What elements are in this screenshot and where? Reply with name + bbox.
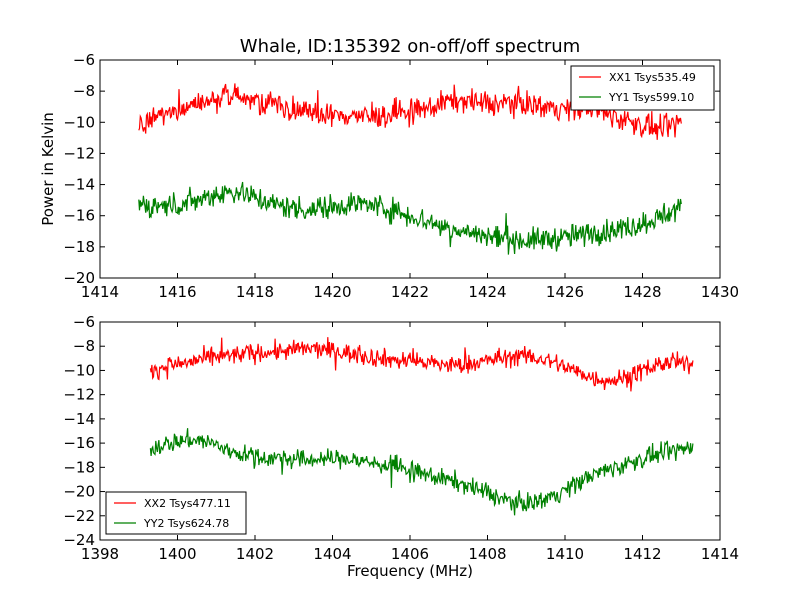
legend-entry: XX1 Tsys535.49: [609, 71, 696, 84]
y-tick-label: −16: [63, 434, 95, 452]
x-tick-label: 1422: [391, 283, 429, 301]
y-tick-label: −18: [63, 458, 95, 476]
x-tick-label: 1416: [158, 283, 196, 301]
x-tick-label: 1414: [81, 283, 119, 301]
y-tick-label: −8: [73, 337, 95, 355]
x-tick-label: 1424: [468, 283, 506, 301]
legend-box: [570, 65, 715, 111]
series-line-yy1: [138, 181, 682, 255]
y-tick-label: −12: [63, 144, 95, 162]
y-tick-label: −6: [73, 313, 95, 331]
y-tick-label: −10: [63, 361, 95, 379]
series-line-xx1: [138, 83, 682, 140]
x-tick-label: 1426: [546, 283, 584, 301]
y-tick-label: −22: [63, 507, 95, 525]
y-tick-label: −20: [63, 269, 95, 287]
legend-box: [105, 491, 247, 535]
legend: XX2 Tsys477.11 YY2 Tsys624.78: [105, 491, 247, 535]
x-tick-label: 1412: [623, 545, 661, 563]
top-axes: 1414 1416 1418 1420 1422 1424 1426 1428 1430 −20 −…: [63, 51, 739, 301]
y-tick-label: −16: [63, 207, 95, 225]
x-tick-label: 1428: [623, 283, 661, 301]
x-tick-label: 1406: [391, 545, 429, 563]
series-line-xx2: [149, 337, 694, 392]
x-tick-label: 1414: [701, 545, 739, 563]
x-tick-label: 1418: [236, 283, 274, 301]
y-tick-label: −24: [63, 531, 95, 549]
x-tick-label: 1420: [313, 283, 351, 301]
x-tick-label: 1400: [158, 545, 196, 563]
legend-entry: XX2 Tsys477.11: [144, 497, 231, 510]
x-tick-label: 1430: [701, 283, 739, 301]
y-tick-label: −14: [63, 176, 95, 194]
y-tick-label: −8: [73, 82, 95, 100]
bottom-axes: 1398 1400 1402 1404 1406 1408 1410 1412 1414 −24 −…: [63, 313, 739, 563]
y-tick-label: −12: [63, 386, 95, 404]
legend-entry: YY2 Tsys624.78: [143, 517, 229, 530]
x-axis-label: Frequency (MHz): [347, 562, 473, 580]
legend: XX1 Tsys535.49 YY1 Tsys599.10: [570, 65, 715, 111]
y-tick-label: −20: [63, 483, 95, 501]
y-tick-label: −14: [63, 410, 95, 428]
x-tick-label: 1404: [313, 545, 351, 563]
x-tick-label: 1410: [546, 545, 584, 563]
x-tick-label: 1398: [81, 545, 119, 563]
y-axis-label: Power in Kelvin: [39, 112, 57, 226]
y-tick-label: −6: [73, 51, 95, 69]
x-tick-label: 1408: [468, 545, 506, 563]
chart-title: Whale, ID:135392 on-off/off spectrum: [240, 36, 580, 57]
legend-entry: YY1 Tsys599.10: [608, 91, 694, 104]
y-tick-label: −10: [63, 113, 95, 131]
series-line-yy2: [149, 428, 694, 516]
x-tick-label: 1402: [236, 545, 274, 563]
y-tick-label: −18: [63, 238, 95, 256]
